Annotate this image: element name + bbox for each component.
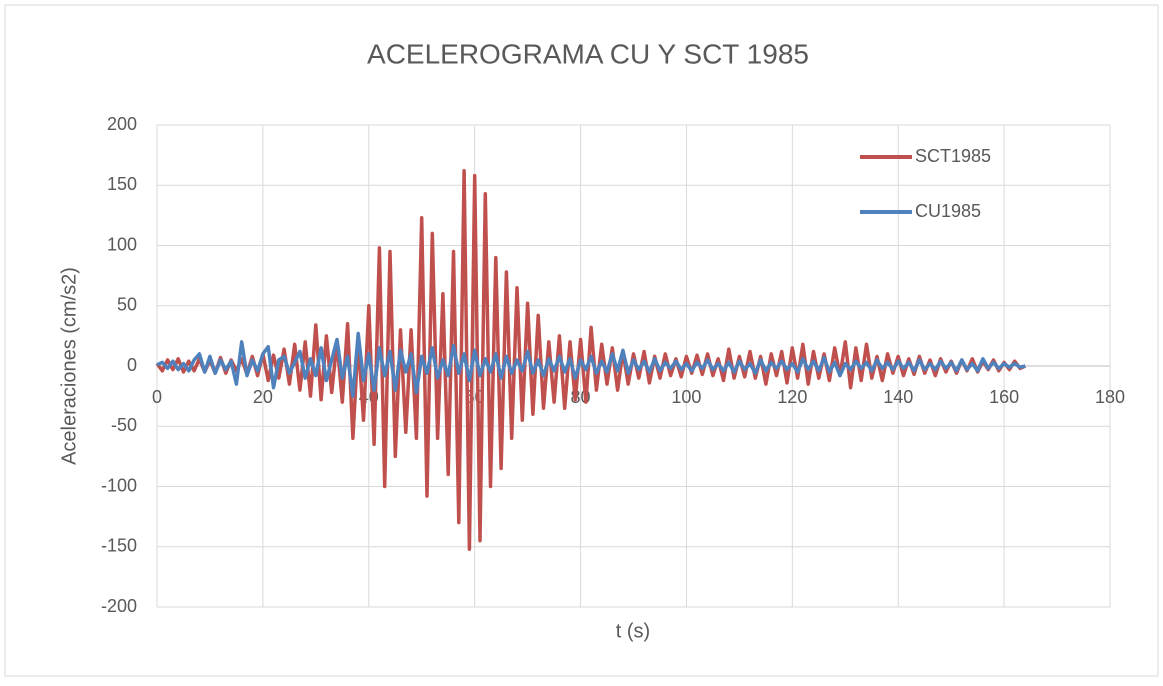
y-tick-label: 200 [107,114,137,134]
data-line [155,169,1027,551]
y-axis-label: Aceleraciones (cm/s2) [58,267,80,465]
x-tick-label: 100 [671,387,701,407]
x-tick-label: 120 [777,387,807,407]
y-tick-label: -150 [101,536,137,556]
x-tick-label: 140 [883,387,913,407]
y-tick-label: 50 [117,295,137,315]
y-tick-label: 150 [107,174,137,194]
y-tick-label: -200 [101,596,137,616]
legend-label: CU1985 [915,201,981,221]
legend-label: SCT1985 [915,146,991,166]
y-tick-label: -100 [101,475,137,495]
y-tick-label: 100 [107,234,137,254]
chart-title: ACELEROGRAMA CU Y SCT 1985 [367,38,809,69]
x-tick-label: 20 [253,387,273,407]
x-axis-label: t (s) [616,620,650,642]
y-tick-label: -50 [111,415,137,435]
data-line [156,331,1026,398]
y-tick-label: 0 [127,355,137,375]
x-tick-label: 160 [989,387,1019,407]
x-tick-label: 180 [1095,387,1125,407]
x-tick-label: 0 [152,387,162,407]
